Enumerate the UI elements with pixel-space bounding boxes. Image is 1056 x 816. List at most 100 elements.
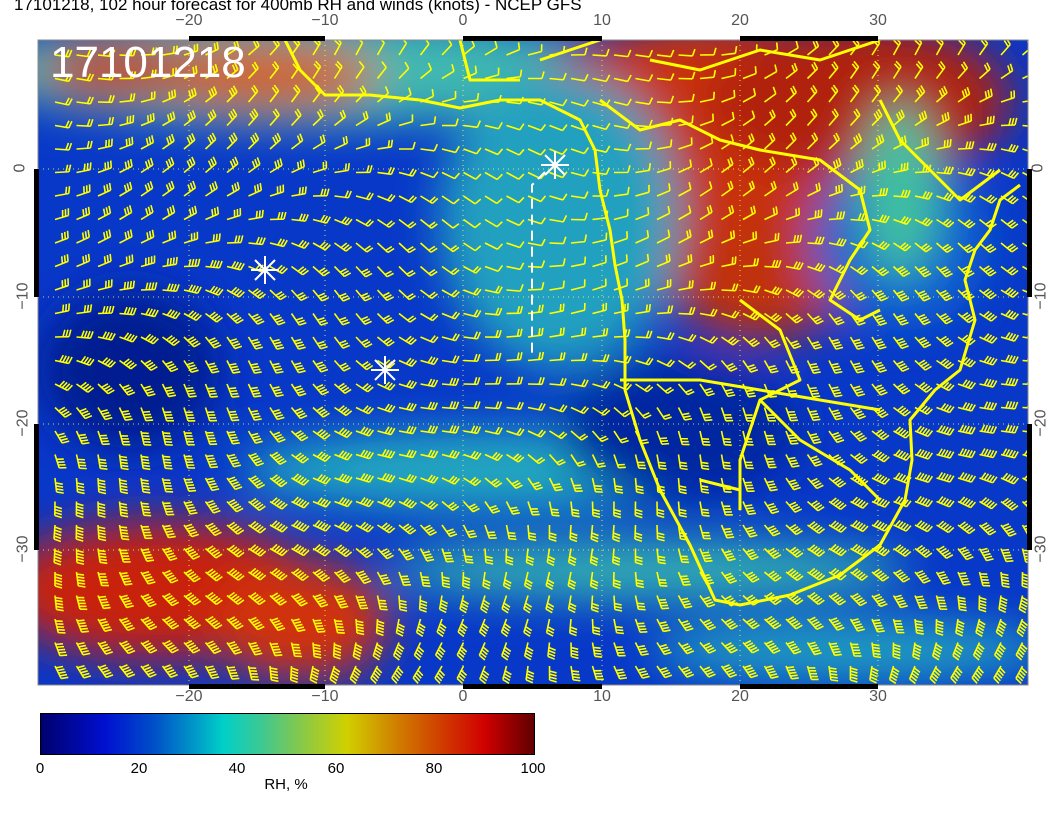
wind-barb [785,261,804,271]
wind-barb [807,236,825,245]
map-frame [34,36,1032,689]
wind-barb [398,449,417,459]
wind-barb [162,111,176,127]
wind-barb [591,665,604,681]
wind-barb [76,140,93,150]
wind-barb [979,88,993,103]
wind-barb [140,255,156,268]
wind-barb [97,279,113,291]
wind-barb [806,500,825,512]
wind-barb [441,449,460,459]
wind-barb [527,477,544,491]
wind-barb [613,618,624,635]
wind-barb [478,618,490,638]
wind-barb [118,501,129,518]
wind-barb [312,642,322,659]
wind-barb [226,476,243,491]
wind-barb [75,524,84,542]
wind-barb [699,113,715,127]
wind-barb [935,61,946,79]
wind-barb [936,424,955,436]
wind-barb [140,359,158,371]
wind-barb [957,61,969,80]
wind-barb [892,289,910,302]
wind-barb [591,501,601,519]
wind-barb [97,253,112,268]
wind-barb [226,521,245,535]
wind-barb [441,63,455,80]
wind-barb [1000,309,1020,321]
wind-barb [161,592,180,607]
wind-barb [849,289,867,301]
wind-barb [395,618,405,637]
wind-barb [914,137,930,150]
wind-barb [591,454,606,468]
wind-barb [420,171,439,179]
wind-barb [978,547,994,562]
wind-barb [97,595,111,610]
wind-barb [140,229,155,244]
wind-barb [398,289,416,301]
wind-barb [570,234,588,244]
wind-barb [502,665,512,684]
wind-barb [635,184,650,197]
wind-barbs [53,40,1028,685]
wind-barb [204,132,217,150]
wind-barb [375,618,385,637]
wind-barb [871,543,890,557]
wind-barb [355,497,375,508]
wind-barb [54,642,68,657]
wind-barb [1000,548,1014,563]
wind-barb [484,195,503,205]
wind-barb [420,425,439,434]
wind-barb [226,498,244,513]
wind-barb [420,312,439,322]
wind-barb [334,242,353,252]
wind-barb [247,61,259,80]
wind-barb [247,592,266,606]
wind-barb [957,424,976,435]
wind-barb [140,47,158,56]
wind-barb [613,208,629,221]
wind-barb [785,62,798,80]
wind-barb [54,618,66,634]
wind-barb [785,336,802,350]
wind-barb [248,157,261,174]
wind-barb [352,642,363,661]
wind-barb [527,217,547,225]
wind-barb [871,406,889,419]
wind-barb [548,501,560,517]
wind-barb [849,60,860,79]
wind-barb [678,306,696,315]
wind-barb [312,289,329,302]
wind-barb [527,377,545,386]
wind-barb [420,449,439,459]
wind-barb [76,253,91,268]
wind-barb [763,570,782,582]
wind-barb [547,642,556,660]
wind-barb [506,305,524,315]
wind-barb [806,85,818,103]
wind-barb [140,616,158,631]
wind-barb [248,567,267,581]
wind-barb [53,548,63,566]
wind-barb [312,60,322,79]
wind-barb [699,548,713,563]
wind-barb [183,65,198,80]
wind-barb [161,477,174,493]
wind-barb [828,407,844,421]
wind-barb [570,454,586,467]
wind-barb [656,305,674,315]
wind-barb [806,430,822,445]
wind-barb [97,116,115,127]
timestamp-label: 17101218 [50,38,246,87]
wind-barb [161,664,178,678]
wind-barb [76,162,92,174]
wind-barb [247,84,259,103]
wind-barb [484,426,503,435]
wind-barb [226,616,244,630]
wind-barb [936,139,952,150]
wind-barb [183,407,196,422]
wind-barb [527,71,545,80]
wind-barb [419,524,437,536]
